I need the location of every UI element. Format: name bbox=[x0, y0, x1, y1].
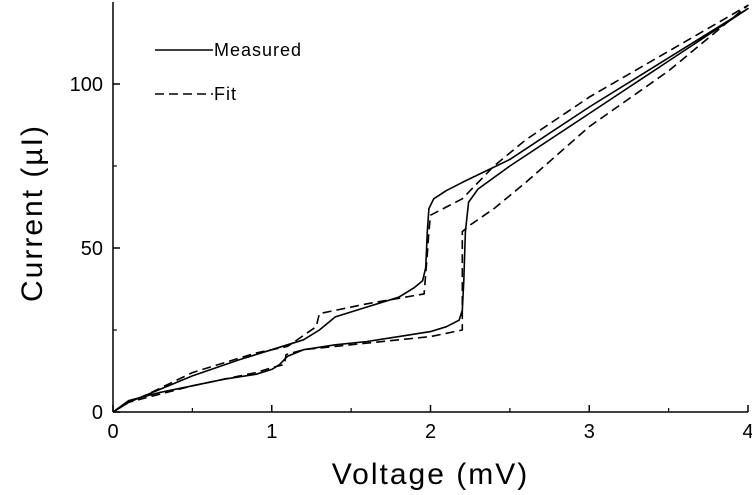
legend-label-fit: Fit bbox=[214, 84, 237, 104]
x-axis-title: Voltage (mV) bbox=[332, 458, 529, 491]
legend: Measured Fit bbox=[155, 40, 302, 104]
x-tick-label: 2 bbox=[425, 421, 436, 443]
x-tick-label: 0 bbox=[107, 421, 118, 443]
x-tick-label: 4 bbox=[742, 421, 752, 443]
x-axis-ticks: 0 1 2 3 4 bbox=[107, 405, 752, 443]
y-tick-label: 100 bbox=[70, 74, 103, 96]
x-tick-label: 1 bbox=[266, 421, 277, 443]
series-line-measured bbox=[112, 7, 749, 413]
y-tick-label: 50 bbox=[81, 238, 103, 260]
series-line-fit bbox=[112, 4, 749, 413]
legend-label-measured: Measured bbox=[214, 40, 302, 60]
y-tick-label: 0 bbox=[92, 402, 103, 424]
series-group bbox=[112, 4, 749, 413]
x-tick-label: 3 bbox=[584, 421, 595, 443]
y-axis-title: Current (µI) bbox=[16, 124, 49, 302]
